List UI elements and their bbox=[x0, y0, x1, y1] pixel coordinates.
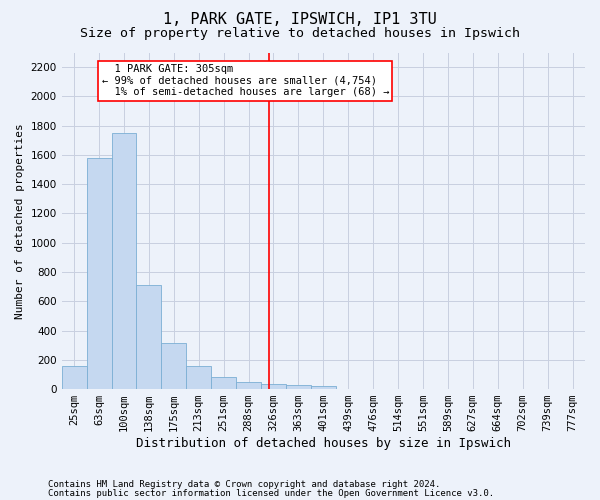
Bar bbox=[62, 366, 86, 389]
Text: 1 PARK GATE: 305sqm
← 99% of detached houses are smaller (4,754)
  1% of semi-de: 1 PARK GATE: 305sqm ← 99% of detached ho… bbox=[101, 64, 389, 98]
Bar bbox=[261, 384, 286, 389]
Bar bbox=[286, 386, 311, 389]
Bar bbox=[311, 386, 336, 389]
Bar bbox=[161, 343, 186, 389]
Bar bbox=[236, 382, 261, 389]
Bar bbox=[186, 366, 211, 389]
Text: Contains public sector information licensed under the Open Government Licence v3: Contains public sector information licen… bbox=[48, 488, 494, 498]
Bar bbox=[136, 285, 161, 389]
Text: Contains HM Land Registry data © Crown copyright and database right 2024.: Contains HM Land Registry data © Crown c… bbox=[48, 480, 440, 489]
Y-axis label: Number of detached properties: Number of detached properties bbox=[15, 123, 25, 318]
X-axis label: Distribution of detached houses by size in Ipswich: Distribution of detached houses by size … bbox=[136, 437, 511, 450]
Text: Size of property relative to detached houses in Ipswich: Size of property relative to detached ho… bbox=[80, 28, 520, 40]
Bar bbox=[211, 376, 236, 389]
Bar bbox=[112, 133, 136, 389]
Text: 1, PARK GATE, IPSWICH, IP1 3TU: 1, PARK GATE, IPSWICH, IP1 3TU bbox=[163, 12, 437, 28]
Bar bbox=[86, 158, 112, 389]
